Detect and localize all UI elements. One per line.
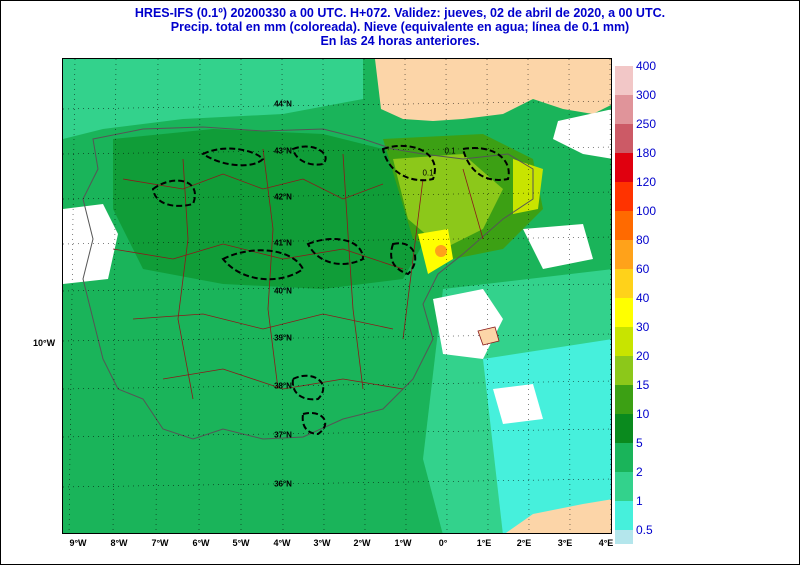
legend-label-120: 120 bbox=[636, 175, 657, 189]
lat-label-42: 42°N bbox=[274, 192, 292, 202]
legend-swatch-30 bbox=[615, 327, 633, 356]
lat-label-43: 43°N bbox=[274, 146, 292, 156]
lon-label-1w: 1°W bbox=[394, 538, 412, 548]
legend-swatch-80 bbox=[615, 240, 633, 269]
legend-swatch-250 bbox=[615, 124, 633, 153]
legend-swatch-180 bbox=[615, 153, 633, 182]
africa-dry-land bbox=[505, 499, 611, 533]
legend-label-60: 60 bbox=[636, 262, 650, 276]
title-line-2: Precip. total en mm (coloreada). Nieve (… bbox=[170, 20, 630, 34]
legend-swatch-2 bbox=[615, 472, 633, 501]
lon-label-3w: 3°W bbox=[313, 538, 331, 548]
legend-label-30: 30 bbox=[636, 320, 650, 334]
legend-swatch-15 bbox=[615, 385, 633, 414]
lat-label-37: 37°N bbox=[274, 430, 292, 440]
legend-swatch-10 bbox=[615, 414, 633, 443]
lon-label-2w: 2°W bbox=[353, 538, 371, 548]
france-dry-land bbox=[375, 59, 611, 121]
legend-label-80: 80 bbox=[636, 233, 650, 247]
balearic-island bbox=[477, 326, 500, 346]
legend-swatch-20 bbox=[615, 356, 633, 385]
legend-label-400: 400 bbox=[636, 59, 657, 73]
precipitation-map bbox=[62, 58, 612, 534]
dry-area-atlantic-west bbox=[63, 204, 118, 284]
precip-area-atlantic bbox=[63, 59, 363, 139]
legend-label-20: 20 bbox=[636, 349, 650, 363]
legend-label-0-5: 0.5 bbox=[636, 523, 653, 537]
legend-label-5: 5 bbox=[636, 436, 643, 450]
legend-swatch-5 bbox=[615, 443, 633, 472]
legend-swatch-40 bbox=[615, 298, 633, 327]
lon-label-6w: 6°W bbox=[192, 538, 210, 548]
legend-label-250: 250 bbox=[636, 117, 657, 131]
lat-label-44: 44°N bbox=[274, 99, 292, 109]
legend-label-15: 15 bbox=[636, 378, 650, 392]
lat-label-38: 38°N bbox=[274, 381, 292, 391]
lat-label-39: 39°N bbox=[274, 333, 292, 343]
precip-area-catalonia-30mm bbox=[513, 159, 543, 214]
precip-area-ebro-20mm bbox=[393, 154, 503, 249]
snow-contours bbox=[151, 144, 510, 436]
coastline bbox=[82, 126, 534, 440]
legend-label-2: 2 bbox=[636, 465, 643, 479]
legend-swatch-1 bbox=[615, 501, 633, 530]
legend-label-1: 1 bbox=[636, 494, 643, 508]
legend-swatch-100 bbox=[615, 211, 633, 240]
contour-label-1: 0.1 bbox=[444, 146, 456, 156]
graticule bbox=[63, 59, 611, 533]
lon-label-4e: 4°E bbox=[598, 538, 614, 548]
precip-max-80mm bbox=[435, 245, 447, 257]
legend-swatch-300 bbox=[615, 95, 633, 124]
dry-area-catalan-sea bbox=[523, 224, 593, 269]
legend-label-180: 180 bbox=[636, 146, 657, 160]
lat-label-36: 36°N bbox=[274, 479, 292, 489]
meridian-label-10w: 10°W bbox=[33, 338, 56, 348]
legend-label-10: 10 bbox=[636, 407, 650, 421]
lat-label-40: 40°N bbox=[274, 286, 292, 296]
legend-label-300: 300 bbox=[636, 88, 657, 102]
title-line-1: HRES-IFS (0.1º) 20200330 a 00 UTC. H+072… bbox=[134, 6, 666, 20]
legend-label-100: 100 bbox=[636, 204, 657, 218]
legend-swatch-120 bbox=[615, 182, 633, 211]
lon-label-3e: 3°E bbox=[557, 538, 573, 548]
lon-label-8w: 8°W bbox=[110, 538, 128, 548]
lon-label-1e: 1°E bbox=[476, 538, 492, 548]
lon-label-0: 0° bbox=[438, 538, 448, 548]
lon-label-7w: 7°W bbox=[151, 538, 169, 548]
title-line-3: En las 24 horas anteriores. bbox=[320, 34, 480, 48]
legend-label-40: 40 bbox=[636, 291, 650, 305]
contour-label-2: 0.1 bbox=[422, 168, 434, 178]
map-canvas bbox=[63, 59, 611, 533]
legend-swatch-400 bbox=[615, 66, 633, 95]
lat-label-41: 41°N bbox=[274, 238, 292, 248]
dry-area-balearic-south bbox=[493, 384, 543, 424]
legend-swatch-60 bbox=[615, 269, 633, 298]
map-header: HRES-IFS (0.1º) 20200330 a 00 UTC. H+072… bbox=[0, 6, 800, 48]
legend-swatch-0-5 bbox=[615, 530, 633, 544]
lon-label-9w: 9°W bbox=[69, 538, 87, 548]
lon-label-2e: 2°E bbox=[516, 538, 532, 548]
lon-label-4w: 4°W bbox=[273, 538, 291, 548]
lon-label-5w: 5°W bbox=[232, 538, 250, 548]
dry-area-gulf-lion bbox=[553, 109, 611, 159]
